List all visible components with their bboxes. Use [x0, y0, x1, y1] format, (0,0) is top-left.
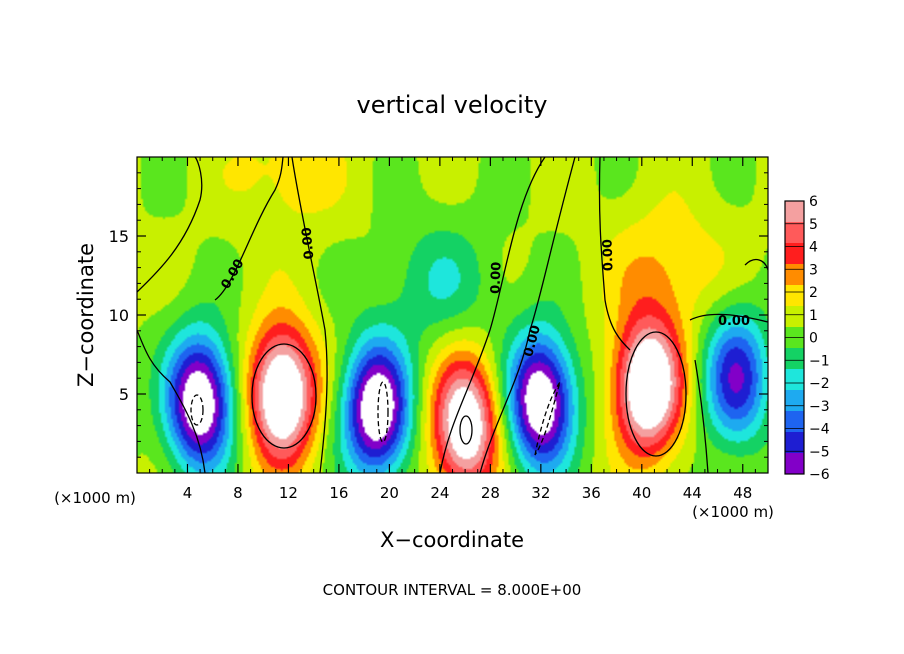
footer-note: CONTOUR INTERVAL = 8.000E+00	[323, 581, 582, 599]
velocity-field	[137, 157, 768, 473]
zero-contour-line	[689, 313, 768, 323]
x-unit-right: (×1000 m)	[692, 503, 774, 521]
y-tick-label: 15	[109, 227, 129, 246]
y-tick-label: 5	[119, 385, 129, 404]
y-tick-label: 10	[109, 306, 129, 325]
contour-high	[625, 331, 687, 457]
zero-contour-line	[479, 157, 576, 473]
colorbar-swatch	[785, 264, 804, 286]
colorbar-swatch	[785, 432, 804, 454]
contour-label: 0.00	[488, 262, 504, 295]
x-tick-label: 12	[279, 484, 298, 502]
colorbar-label: −3	[809, 399, 830, 415]
x-tick-label: 4	[183, 484, 193, 502]
zero-contour-line	[137, 157, 203, 293]
colorbar-label: −4	[809, 422, 830, 438]
zero-contour-line	[137, 329, 206, 473]
colorbar: 6 5 4 3 2 1 0 −1 −2 −3 −4 −5 −6	[784, 194, 830, 483]
x-tick-label: 44	[683, 484, 702, 502]
colorbar-label: 3	[809, 262, 818, 278]
contour-low	[190, 394, 204, 426]
colorbar-label: −1	[809, 353, 830, 369]
x-tick-label: 20	[380, 484, 399, 502]
zero-contour-line	[439, 157, 546, 473]
colorbar-swatch	[785, 453, 804, 475]
colorbar-swatch	[785, 348, 804, 370]
colorbar-swatch	[785, 285, 804, 307]
contour-high	[251, 343, 317, 449]
colorbar-label: 4	[809, 240, 818, 256]
chart-title: vertical velocity	[357, 91, 548, 119]
contour-label: 0.00	[600, 239, 616, 272]
colorbar-swatch	[785, 411, 804, 433]
colorbar-swatch	[785, 201, 804, 223]
x-tick-label: 40	[632, 484, 651, 502]
x-unit-left: (×1000 m)	[54, 489, 136, 507]
colorbar-swatch	[785, 222, 804, 244]
x-axis-label: X−coordinate	[380, 528, 524, 552]
y-axis-ticks: 5 10 15	[109, 172, 768, 458]
x-tick-label: 36	[582, 484, 601, 502]
colorbar-label: −2	[809, 376, 830, 392]
colorbar-swatch	[785, 306, 804, 328]
colorbar-swatch	[785, 369, 804, 391]
x-tick-label: 16	[329, 484, 348, 502]
colorbar-label: −6	[809, 467, 830, 483]
zero-contour-line	[291, 157, 328, 473]
colorbar-label: −5	[809, 444, 830, 460]
x-tick-label: 32	[531, 484, 550, 502]
contour-low	[534, 381, 561, 456]
x-tick-label: 8	[233, 484, 243, 502]
y-axis-label: Z−coordinate	[74, 243, 98, 387]
zero-contour-line	[598, 157, 631, 351]
colorbar-label: 0	[809, 331, 818, 347]
contour-lines	[137, 157, 768, 473]
zero-contour-line	[694, 359, 709, 473]
contour-label: 0.00	[300, 227, 318, 260]
x-tick-label: 24	[430, 484, 449, 502]
x-tick-label: 48	[733, 484, 752, 502]
colorbar-swatch	[785, 390, 804, 412]
colorbar-label: 6	[809, 194, 818, 210]
colorbar-label: 5	[809, 217, 818, 233]
x-tick-label: 28	[481, 484, 500, 502]
plot-area: 0.00 0.00 0.00 0.00 0.00 0.00	[136, 156, 769, 474]
x-axis-ticks: 4 8 12 16 20 24 28 32 36 40 44 48	[149, 157, 756, 502]
colorbar-swatch	[785, 243, 804, 265]
contour-label: 0.00	[718, 314, 750, 329]
zero-contour-line	[214, 157, 284, 301]
colorbar-label: 2	[809, 285, 818, 301]
colorbar-label: 1	[809, 308, 818, 324]
contour-low	[377, 381, 389, 443]
contour-high	[459, 415, 473, 445]
